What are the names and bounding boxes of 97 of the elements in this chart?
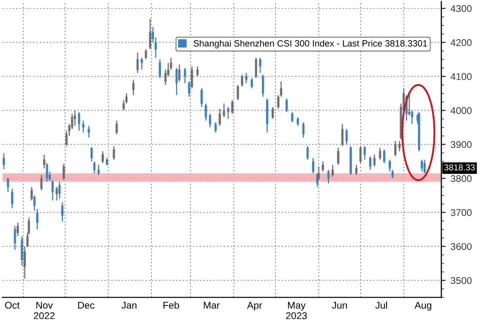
- candlestick: [373, 154, 376, 168]
- candlestick: [231, 100, 234, 114]
- candlestick: [378, 147, 382, 160]
- candlestick: [214, 122, 217, 134]
- x-tick-label: Apr: [247, 302, 262, 311]
- y-tick-label: 3900: [450, 141, 472, 148]
- candlestick: [78, 112, 80, 132]
- candlestick: [306, 146, 309, 160]
- candlestick: [286, 98, 288, 113]
- candlestick: [11, 188, 14, 209]
- candlestick: [250, 78, 253, 89]
- candlestick: [30, 186, 33, 202]
- candlestick: [262, 74, 264, 98]
- candlestick: [74, 110, 76, 126]
- candlestick: [116, 120, 118, 135]
- candlestick: [62, 163, 65, 181]
- x-tick-label: Jul: [375, 302, 387, 309]
- candlestick: [291, 112, 294, 123]
- candlestick: [14, 225, 16, 250]
- candlestick: [175, 67, 178, 96]
- candlestick: [122, 100, 125, 111]
- candlestick: [394, 140, 396, 157]
- text: 3818.33: [444, 164, 475, 170]
- candlestick: [410, 110, 414, 125]
- candlestick: [200, 88, 203, 108]
- candlestick: [266, 98, 268, 134]
- candlestick: [112, 146, 116, 160]
- x-tick-label: Mar: [204, 302, 220, 309]
- y-tick-label: 3500: [450, 277, 472, 284]
- candlestick: [6, 178, 10, 193]
- candlestick: [61, 202, 64, 222]
- candlestick: [272, 106, 274, 120]
- x-tick-label: Oct: [5, 302, 20, 309]
- candlestick: [240, 74, 244, 88]
- candlestick: [408, 91, 410, 116]
- legend-label: Shanghai Shenzhen CSI 300 Index - Last Price 3818.3301: [194, 40, 428, 48]
- y-tick-label: 3700: [450, 209, 472, 216]
- candlestick: [102, 150, 104, 164]
- candlestick: [218, 108, 221, 126]
- candlestick: [196, 66, 199, 77]
- candlestick: [355, 164, 358, 176]
- candlestick: [337, 147, 340, 166]
- candlestick: [398, 140, 401, 152]
- candlestick: [158, 58, 161, 79]
- candlestick: [322, 160, 324, 172]
- candlestick: [144, 48, 148, 60]
- candlestick: [58, 181, 61, 200]
- candlestick: [190, 66, 194, 89]
- y-tick-label: 4000: [450, 107, 472, 114]
- x-tick-label: Nov 2022: [34, 302, 55, 320]
- candlestick: [88, 125, 90, 138]
- candlestick: [93, 160, 96, 174]
- candlestick: [345, 128, 348, 145]
- candlestick: [332, 164, 334, 178]
- candlestick: [2, 152, 5, 170]
- candlestick: [208, 113, 212, 128]
- y-tick-label: 3800: [450, 175, 472, 182]
- candlestick: [383, 148, 386, 164]
- candlestick: [90, 147, 93, 162]
- candlestick: [312, 157, 314, 174]
- candlestick: [132, 79, 135, 96]
- candlestick: [424, 159, 426, 174]
- candlestick: [184, 67, 186, 84]
- candlestick: [149, 18, 152, 50]
- candlestick: [254, 57, 258, 79]
- candlestick: [136, 52, 139, 74]
- candlestick: [16, 222, 19, 237]
- x-tick-label: May 2023: [286, 302, 307, 320]
- candlestick: [204, 103, 207, 122]
- x-tick-label: Feb: [163, 302, 179, 309]
- candlestick: [359, 146, 362, 164]
- candlestick: [227, 106, 230, 120]
- candlestick: [369, 156, 372, 170]
- y-tick-label: 4200: [450, 39, 472, 46]
- candlestick: [302, 122, 305, 138]
- candlestick: [56, 186, 58, 202]
- candlestick: [46, 162, 48, 182]
- y-tick-label: 4100: [450, 73, 472, 80]
- x-tick-label: Jan: [122, 302, 136, 309]
- y-tick-label: 3600: [450, 243, 472, 250]
- candlestick: [140, 57, 143, 70]
- candlestick: [236, 84, 240, 101]
- candlestick: [20, 236, 24, 266]
- candlestick: [341, 123, 344, 147]
- candlestick: [245, 72, 248, 84]
- candlestick: [188, 80, 190, 98]
- candlestick: [420, 159, 423, 172]
- y-tick-label: 4300: [450, 5, 472, 12]
- candlestick: [178, 64, 181, 82]
- candlestick: [43, 154, 46, 169]
- x-tick-label: Jun: [332, 302, 347, 309]
- candlestick: [97, 164, 100, 176]
- candlestick: [40, 174, 43, 191]
- candlestick: [364, 146, 366, 160]
- x-tick-label: Dec: [78, 302, 94, 309]
- x-tick-label: Aug: [414, 302, 432, 311]
- candlestick: [259, 57, 262, 74]
